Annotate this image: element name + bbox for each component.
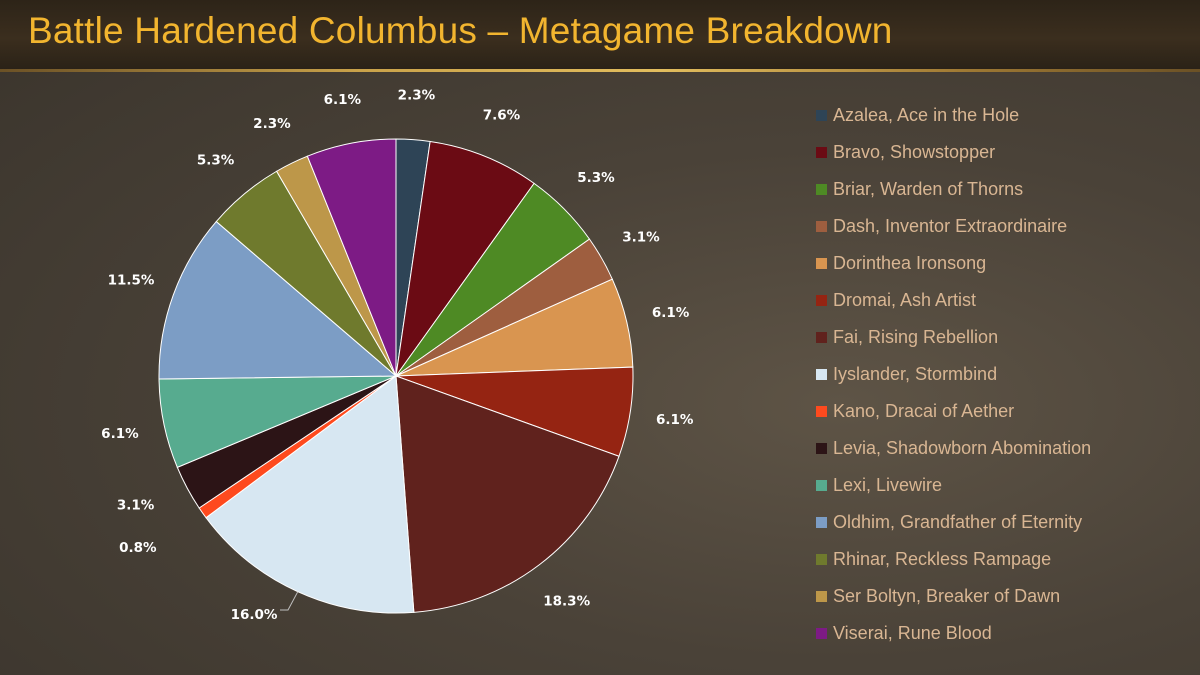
data-label-azalea-ace-in-the-hole: 2.3% [398, 88, 436, 104]
pie-slice-oldhim-grandfather-of-eternity [158, 220, 398, 380]
legend-swatch [816, 443, 827, 454]
data-label-rhinar-reckless-rampage: 5.3% [197, 152, 235, 168]
legend-item-dorinthea-ironsong: Dorinthea Ironsong [816, 245, 1091, 282]
legend-label: Iyslander, Stormbind [833, 364, 998, 384]
legend-swatch [816, 591, 827, 602]
legend-item-bravo-showstopper: Bravo, Showstopper [816, 134, 1091, 171]
legend-label: Oldhim, Grandfather of Eternity [833, 512, 1083, 532]
data-label-levia-shadowborn-abomination: 3.1% [117, 498, 155, 514]
legend-label: Bravo, Showstopper [833, 142, 996, 162]
legend-swatch [816, 480, 827, 491]
pie-slice-viserai-rune-blood [306, 138, 397, 377]
title-divider [0, 69, 1200, 72]
data-label-fai-rising-rebellion: 18.3% [543, 593, 590, 609]
legend-label: Viserai, Rune Blood [833, 623, 992, 643]
data-label-viserai-rune-blood: 6.1% [324, 92, 362, 108]
legend-item-iyslander-stormbind: Iyslander, Stormbind [816, 356, 1091, 393]
legend-label: Fai, Rising Rebellion [833, 327, 999, 347]
legend-item-viserai-rune-blood: Viserai, Rune Blood [816, 615, 1091, 652]
legend-item-levia-shadowborn-abomination: Levia, Shadowborn Abomination [816, 430, 1091, 467]
legend-label: Azalea, Ace in the Hole [833, 105, 1020, 125]
legend-item-briar-warden-of-thorns: Briar, Warden of Thorns [816, 171, 1091, 208]
data-label-iyslander-stormbind: 16.0% [231, 607, 278, 623]
legend-swatch [816, 258, 827, 269]
legend-swatch [816, 517, 827, 528]
data-label-bravo-showstopper: 7.6% [483, 108, 521, 124]
legend-item-lexi-livewire: Lexi, Livewire [816, 467, 1091, 504]
legend-label: Dash, Inventor Extraordinaire [833, 216, 1068, 236]
slide-title: Battle Hardened Columbus – Metagame Brea… [28, 10, 893, 51]
legend-swatch [816, 628, 827, 639]
data-label-dorinthea-ironsong: 6.1% [652, 305, 690, 321]
legend-label: Rhinar, Reckless Rampage [833, 549, 1052, 569]
legend-swatch [816, 406, 827, 417]
pie-slice-fai-rising-rebellion [395, 375, 620, 613]
legend-item-kano-dracai-of-aether: Kano, Dracai of Aether [816, 393, 1091, 430]
legend-item-rhinar-reckless-rampage: Rhinar, Reckless Rampage [816, 541, 1091, 578]
legend-swatch [816, 110, 827, 121]
data-label-ser-boltyn-breaker-of-dawn: 2.3% [253, 116, 291, 132]
pie-slice-bravo-showstopper [395, 140, 535, 377]
legend-swatch [816, 295, 827, 306]
legend-item-fai-rising-rebellion: Fai, Rising Rebellion [816, 319, 1091, 356]
chart-legend: Azalea, Ace in the Hole Bravo, Showstoppe… [816, 97, 1091, 652]
legend-swatch [816, 369, 827, 380]
data-label-kano-dracai-of-aether: 0.8% [119, 540, 157, 556]
data-label-dromai-ash-artist: 6.1% [656, 412, 694, 428]
data-label-oldhim-grandfather-of-eternity: 11.5% [108, 273, 155, 289]
legend-item-oldhim-grandfather-of-eternity: Oldhim, Grandfather of Eternity [816, 504, 1091, 541]
data-label-lexi-livewire: 6.1% [101, 426, 139, 442]
data-label-dash-inventor-extraordinaire: 3.1% [622, 229, 660, 245]
legend-label: Levia, Shadowborn Abomination [833, 438, 1092, 458]
legend-label: Briar, Warden of Thorns [833, 179, 1024, 199]
legend-label: Dorinthea Ironsong [833, 253, 987, 273]
leader-line-iyslander-stormbind [280, 591, 299, 611]
legend-swatch [816, 221, 827, 232]
legend-item-dromai-ash-artist: Dromai, Ash Artist [816, 282, 1091, 319]
legend-item-ser-boltyn-breaker-of-dawn: Ser Boltyn, Breaker of Dawn [816, 578, 1091, 615]
legend-swatch [816, 184, 827, 195]
legend-swatch [816, 147, 827, 158]
data-label-briar-warden-of-thorns: 5.3% [577, 170, 615, 186]
legend-swatch [816, 332, 827, 343]
title-bar [0, 0, 1200, 70]
legend-label: Kano, Dracai of Aether [833, 401, 1015, 421]
legend-label: Lexi, Livewire [833, 475, 943, 495]
legend-label: Dromai, Ash Artist [833, 290, 977, 310]
legend-item-azalea-ace-in-the-hole: Azalea, Ace in the Hole [816, 97, 1091, 134]
legend-label: Ser Boltyn, Breaker of Dawn [833, 586, 1061, 606]
pie-slice-iyslander-stormbind [205, 375, 415, 614]
legend-swatch [816, 554, 827, 565]
legend-item-dash-inventor-extraordinaire: Dash, Inventor Extraordinaire [816, 208, 1091, 245]
